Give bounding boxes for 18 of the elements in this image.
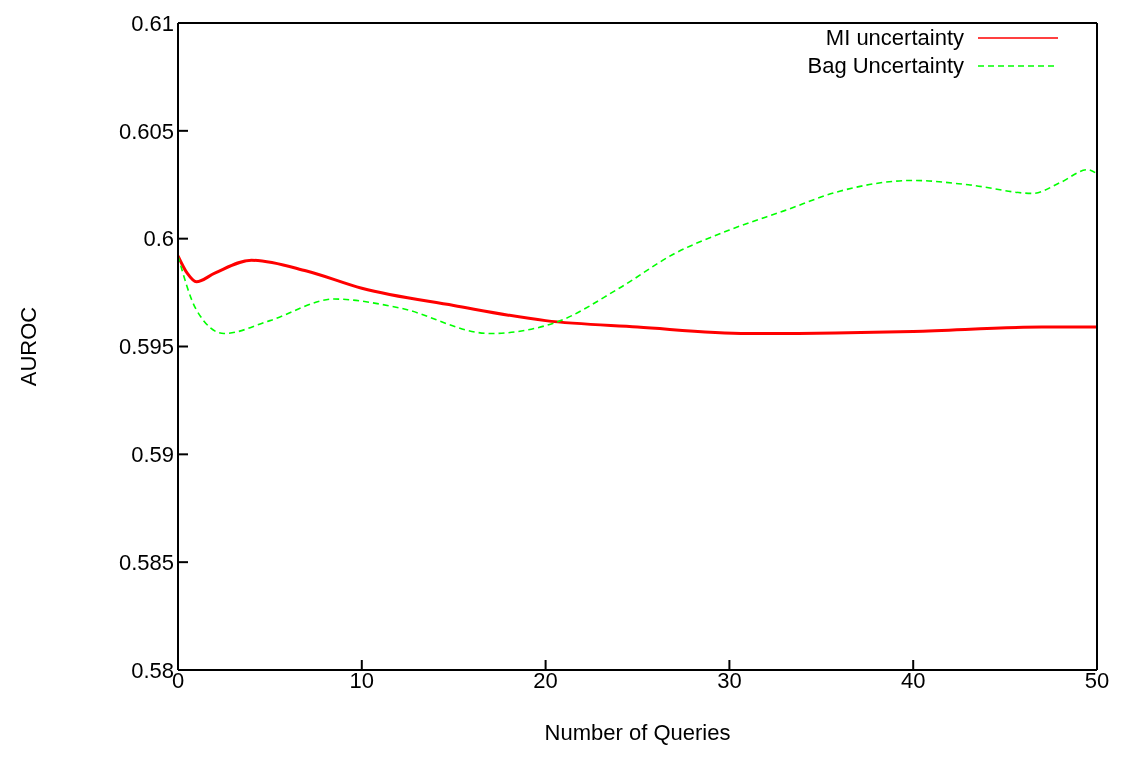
legend-label: MI uncertainty: [825, 25, 964, 51]
x-tick-label: 50: [1084, 667, 1110, 693]
line-series: [178, 168, 1097, 335]
x-tick-label: 30: [717, 667, 742, 693]
x-tick-label: 40: [900, 667, 926, 693]
x-tick-label: 10: [349, 667, 375, 693]
y-tick-label: 0.605: [118, 118, 174, 144]
y-tick-label: 0.58: [131, 657, 174, 683]
y-axis-title: AUROC: [15, 306, 41, 387]
y-tick-label: 0.61: [131, 10, 174, 36]
x-axis-title: Number of Queries: [544, 720, 731, 745]
x-tick-label: 20: [533, 667, 558, 693]
legend-label: Bag Uncertainty: [807, 53, 964, 79]
y-tick-label: 0.595: [118, 334, 174, 360]
y-tick-label: 0.585: [118, 549, 174, 575]
line-series: [178, 254, 1097, 336]
y-tick-label: 0.59: [131, 442, 174, 468]
y-tick-label: 0.6: [143, 226, 174, 252]
